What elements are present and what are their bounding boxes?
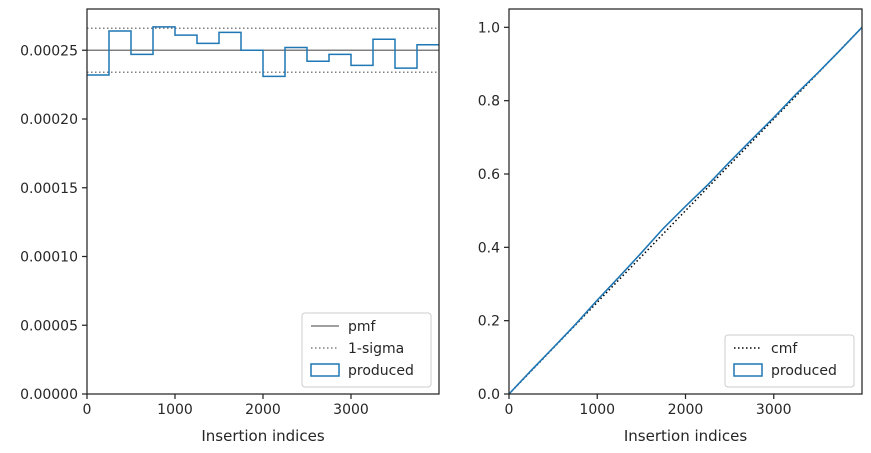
y-tick-label: 0.00025 [20, 43, 78, 59]
y-tick-label: 1.0 [478, 20, 500, 36]
legend-label-cmf: cmf [771, 341, 798, 357]
legend-box [301, 312, 432, 388]
y-tick-label: 0.00005 [20, 318, 78, 334]
y-tick-label: 0.00000 [20, 387, 78, 403]
left-plot-marks [87, 26, 439, 78]
x-tick-label: 2000 [245, 402, 281, 418]
x-tick-label: 0 [505, 402, 514, 418]
x-tick-label: 2000 [668, 402, 704, 418]
right-legend: cmf produced [724, 334, 855, 388]
y-tick-label: 0.8 [478, 94, 500, 110]
x-tick-label: 1000 [157, 402, 193, 418]
y-tick-label: 0.0 [478, 387, 500, 403]
y-tick-label: 0.00015 [20, 181, 78, 197]
x-tick-label: 3000 [756, 402, 792, 418]
y-tick-label: 0.00010 [20, 250, 78, 266]
left-x-ticks: 0 1000 2000 3000 [83, 394, 369, 418]
x-tick-label: 0 [83, 402, 92, 418]
y-tick-label: 0.2 [478, 314, 500, 330]
legend-label-1-sigma: 1-sigma [348, 341, 404, 357]
produced-histogram-step [87, 26, 439, 78]
right-x-axis-label: Insertion indices [624, 427, 747, 445]
y-tick-label: 0.00020 [20, 112, 78, 128]
legend-label-produced: produced [771, 363, 837, 379]
legend-box [724, 334, 855, 388]
y-tick-label: 0.4 [478, 240, 500, 256]
legend-label-pmf: pmf [348, 319, 377, 335]
left-legend: pmf 1-sigma produced [301, 312, 432, 388]
produced-cumulative-line [508, 26, 863, 395]
y-tick-label: 0.6 [478, 167, 500, 183]
legend-swatch-produced [733, 363, 763, 377]
x-tick-label: 3000 [333, 402, 369, 418]
left-y-ticks: 0.00000 0.00005 0.00010 0.00015 0.00020 0.000… [20, 43, 87, 403]
right-x-ticks: 0 1000 2000 3000 [505, 394, 792, 418]
left-plot-panel: pmf 1-sigma produced 0 1000 2000 3000 0.00000… [20, 8, 440, 445]
legend-swatch-produced [310, 363, 340, 377]
left-x-axis-label: Insertion indices [201, 427, 324, 445]
legend-label-produced: produced [348, 363, 414, 379]
x-tick-label: 1000 [579, 402, 615, 418]
right-y-ticks: 0.0 0.2 0.4 0.6 0.8 1.0 [478, 20, 509, 403]
right-plot-marks [508, 26, 863, 395]
